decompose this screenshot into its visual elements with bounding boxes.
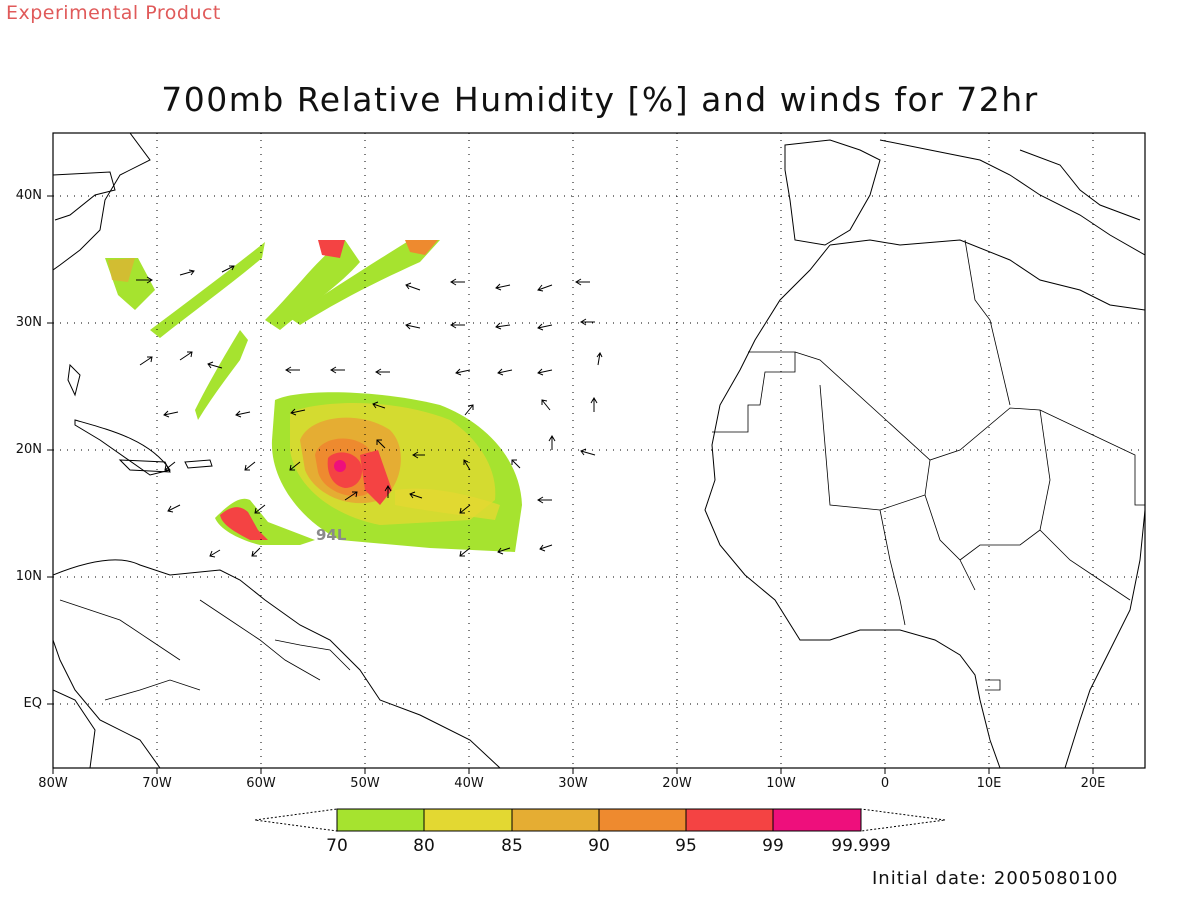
colorbar-swatch	[423, 808, 513, 832]
colorbar-label: 80	[413, 836, 435, 856]
lon-label: 60W	[246, 776, 276, 791]
country-borders	[59, 239, 1145, 701]
coastlines	[53, 133, 1145, 768]
colorbar-swatch	[598, 808, 687, 832]
lon-label: 80W	[38, 776, 68, 791]
colorbar	[254, 808, 946, 832]
colorbar-left-triangle	[254, 808, 338, 832]
colorbar-swatch	[685, 808, 774, 832]
wind-arrows	[136, 265, 603, 558]
humidity-field	[105, 240, 522, 552]
lon-label: 20E	[1080, 776, 1106, 791]
lat-label: EQ	[23, 696, 42, 711]
lon-label: 30W	[558, 776, 588, 791]
lon-label: 0	[880, 776, 890, 791]
colorbar-swatch	[336, 808, 425, 832]
axis-ticks	[47, 195, 1094, 774]
lon-label: 20W	[662, 776, 692, 791]
initial-date: Initial date: 2005080100	[872, 868, 1119, 889]
product-note: Experimental Product	[6, 2, 221, 24]
colorbar-right-triangle	[860, 808, 946, 832]
colorbar-label: 99.999	[831, 836, 891, 856]
lat-label: 40N	[15, 188, 42, 203]
lon-label: 50W	[350, 776, 380, 791]
lat-label: 20N	[15, 442, 42, 457]
colorbar-swatch	[511, 808, 600, 832]
lon-label: 40W	[454, 776, 484, 791]
graticule	[53, 133, 1145, 768]
map-title: 700mb Relative Humidity [%] and winds fo…	[161, 80, 1039, 119]
lat-label: 10N	[15, 569, 42, 584]
colorbar-label: 90	[588, 836, 610, 856]
colorbar-swatch	[772, 808, 862, 832]
lon-label: 10W	[766, 776, 796, 791]
colorbar-label: 70	[326, 836, 348, 856]
lon-label: 10E	[976, 776, 1002, 791]
lat-label: 30N	[15, 315, 42, 330]
map-content	[53, 133, 1145, 768]
colorbar-label: 85	[501, 836, 523, 856]
colorbar-label: 95	[675, 836, 697, 856]
storm-label: 94L	[316, 526, 347, 544]
lon-label: 70W	[142, 776, 172, 791]
colorbar-label: 99	[762, 836, 784, 856]
